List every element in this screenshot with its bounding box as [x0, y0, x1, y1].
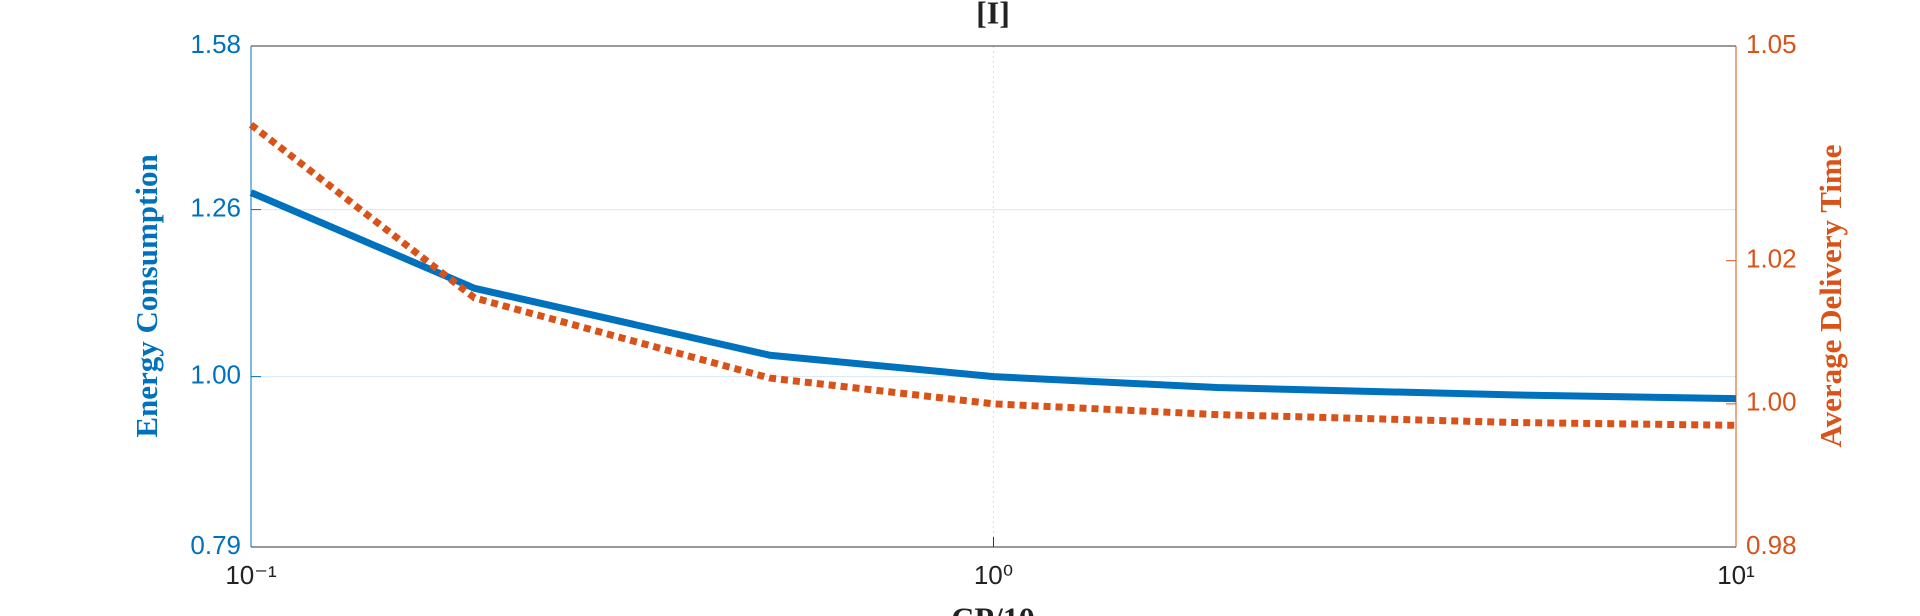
y-tick-label: 1.00: [190, 359, 241, 389]
y2-tick-label: 1.00: [1746, 387, 1797, 417]
y2-tick-label: 1.02: [1746, 244, 1797, 274]
y2-tick-label: 0.98: [1746, 530, 1797, 560]
x-tick-label: 10⁻¹: [225, 560, 277, 590]
series-line: [249, 189, 1737, 403]
x-tick-label: 10⁰: [974, 560, 1013, 590]
y-tick-label: 1.58: [190, 29, 241, 59]
series-line: [248, 121, 1737, 429]
x-axis-label: CP/10: [951, 600, 1035, 616]
y-tick-label: 1.26: [190, 192, 241, 222]
chart-title: [I]: [976, 0, 1010, 30]
y-tick-label: 0.79: [190, 530, 241, 560]
y2-tick-label: 1.05: [1746, 29, 1797, 59]
x-tick-label: 10¹: [1717, 560, 1755, 590]
y-axis-label: Energy Consumption: [129, 154, 164, 437]
y2-axis-label: Average Delivery Time: [1813, 144, 1848, 447]
